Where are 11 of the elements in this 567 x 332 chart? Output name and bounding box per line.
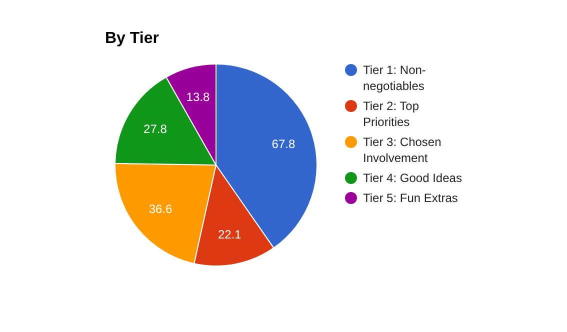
legend-label: Tier 5: Fun Extras	[363, 191, 458, 206]
chart-title: By Tier	[105, 30, 159, 47]
data-label: 36.6	[148, 202, 173, 216]
data-label: 67.8	[272, 137, 296, 152]
legend-label: Tier 4: Good Ideas	[363, 171, 462, 186]
legend-label: Tier 1: Non-negotiables	[363, 63, 426, 94]
legend-label: Tier 2: Top Priorities	[363, 99, 420, 130]
data-label: 22.1	[218, 228, 242, 242]
legend-label: Tier 3: Chosen Involvement	[363, 135, 442, 166]
data-label: 13.8	[186, 90, 210, 104]
data-label: 27.8	[144, 122, 168, 136]
